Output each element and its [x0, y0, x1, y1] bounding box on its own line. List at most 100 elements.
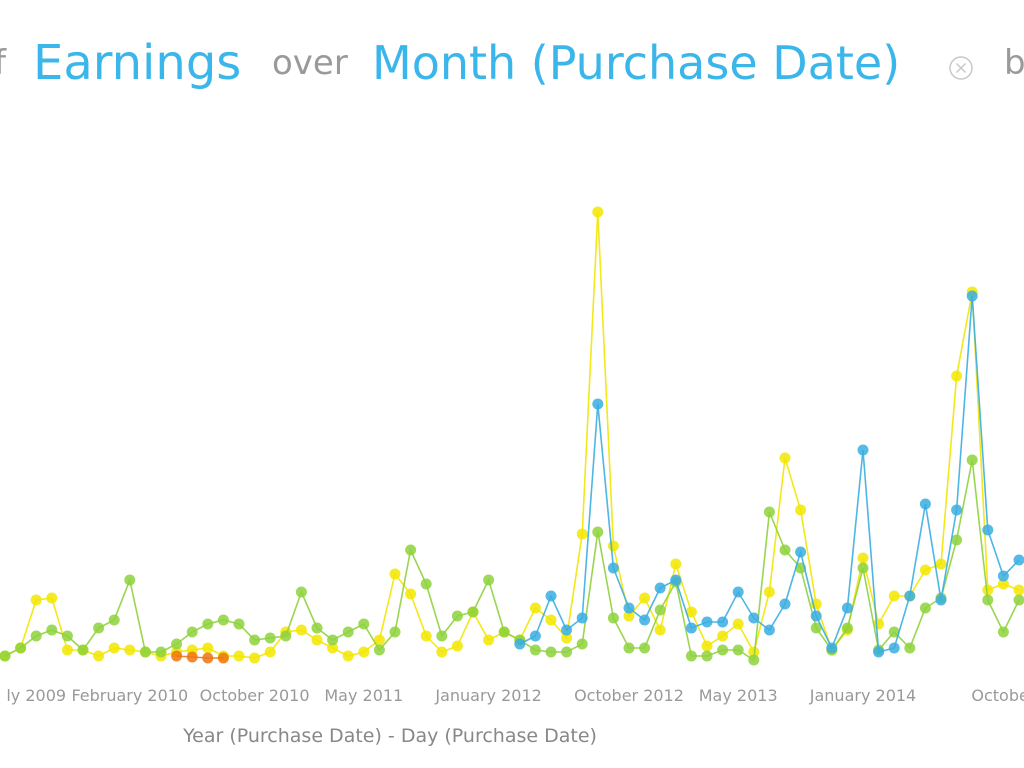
- data-point: [857, 562, 869, 574]
- data-point: [857, 444, 869, 456]
- data-point: [202, 642, 214, 654]
- data-point: [779, 452, 791, 464]
- data-point: [389, 568, 401, 580]
- data-point: [171, 650, 183, 662]
- x-tick-label: May 2011: [324, 686, 403, 705]
- data-point: [654, 624, 666, 636]
- data-point: [919, 602, 931, 614]
- data-point: [327, 634, 339, 646]
- data-point: [0, 650, 11, 662]
- data-point: [93, 650, 105, 662]
- header-field[interactable]: Month (Purchase Date): [372, 36, 901, 90]
- data-point: [623, 610, 635, 622]
- data-point: [249, 634, 261, 646]
- data-point: [1013, 554, 1024, 566]
- data-point: [1013, 584, 1024, 596]
- x-tick-label: May 2013: [699, 686, 778, 705]
- data-point: [685, 650, 697, 662]
- data-point: [545, 646, 557, 658]
- data-point: [545, 590, 557, 602]
- x-axis-title: Year (Purchase Date) - Day (Purchase Dat…: [182, 725, 597, 747]
- data-point: [997, 626, 1009, 638]
- data-point: [467, 606, 479, 618]
- data-point: [420, 578, 432, 590]
- data-point: [264, 632, 276, 644]
- data-point: [748, 654, 760, 666]
- data-point: [233, 650, 245, 662]
- data-point: [576, 638, 588, 650]
- data-point: [982, 524, 994, 536]
- data-point: [701, 616, 713, 628]
- data-point: [951, 504, 963, 516]
- x-tick-label: October 2012: [574, 686, 684, 705]
- data-point: [420, 630, 432, 642]
- data-point: [763, 506, 775, 518]
- data-point: [935, 594, 947, 606]
- data-point: [46, 624, 58, 636]
- data-point: [966, 290, 978, 302]
- data-point: [670, 574, 682, 586]
- data-point: [982, 594, 994, 606]
- data-point: [264, 646, 276, 658]
- data-point: [592, 398, 604, 410]
- data-point: [763, 586, 775, 598]
- data-point: [561, 624, 573, 636]
- data-point: [295, 624, 307, 636]
- data-point: [545, 614, 557, 626]
- data-point: [873, 646, 885, 658]
- data-point: [202, 618, 214, 630]
- data-point: [451, 610, 463, 622]
- data-point: [717, 630, 729, 642]
- data-point: [919, 498, 931, 510]
- data-point: [30, 594, 42, 606]
- data-point: [358, 618, 370, 630]
- data-point: [685, 622, 697, 634]
- data-point: [701, 650, 713, 662]
- data-point: [639, 592, 651, 604]
- data-point: [483, 634, 495, 646]
- data-point: [202, 652, 214, 664]
- data-point: [1013, 594, 1024, 606]
- data-point: [592, 526, 604, 538]
- data-point: [327, 642, 339, 654]
- data-point: [186, 626, 198, 638]
- header-field[interactable]: Earnings: [33, 35, 242, 91]
- data-point: [888, 590, 900, 602]
- data-point: [529, 644, 541, 656]
- data-point: [61, 630, 73, 642]
- data-point: [919, 564, 931, 576]
- data-point: [342, 626, 354, 638]
- data-point: [93, 622, 105, 634]
- data-point: [61, 644, 73, 656]
- data-point: [732, 618, 744, 630]
- data-point: [685, 606, 697, 618]
- data-point: [888, 642, 900, 654]
- data-point: [373, 634, 385, 646]
- data-point: [405, 544, 417, 556]
- data-point: [732, 586, 744, 598]
- data-point: [607, 562, 619, 574]
- data-point: [171, 638, 183, 650]
- data-point: [498, 626, 510, 638]
- data-point: [841, 602, 853, 614]
- data-point: [623, 642, 635, 654]
- x-tick-label: October 2010: [200, 686, 310, 705]
- data-point: [935, 558, 947, 570]
- data-point: [576, 612, 588, 624]
- data-point: [810, 610, 822, 622]
- data-point: [358, 646, 370, 658]
- data-point: [982, 584, 994, 596]
- data-point: [311, 622, 323, 634]
- data-point: [717, 644, 729, 656]
- data-point: [592, 206, 604, 218]
- remove-button[interactable]: [949, 56, 973, 80]
- data-point: [342, 650, 354, 662]
- data-point: [436, 646, 448, 658]
- data-point: [46, 592, 58, 604]
- data-point: [108, 614, 120, 626]
- data-point: [654, 604, 666, 616]
- data-point: [810, 622, 822, 634]
- data-point: [748, 646, 760, 658]
- data-point: [124, 644, 136, 656]
